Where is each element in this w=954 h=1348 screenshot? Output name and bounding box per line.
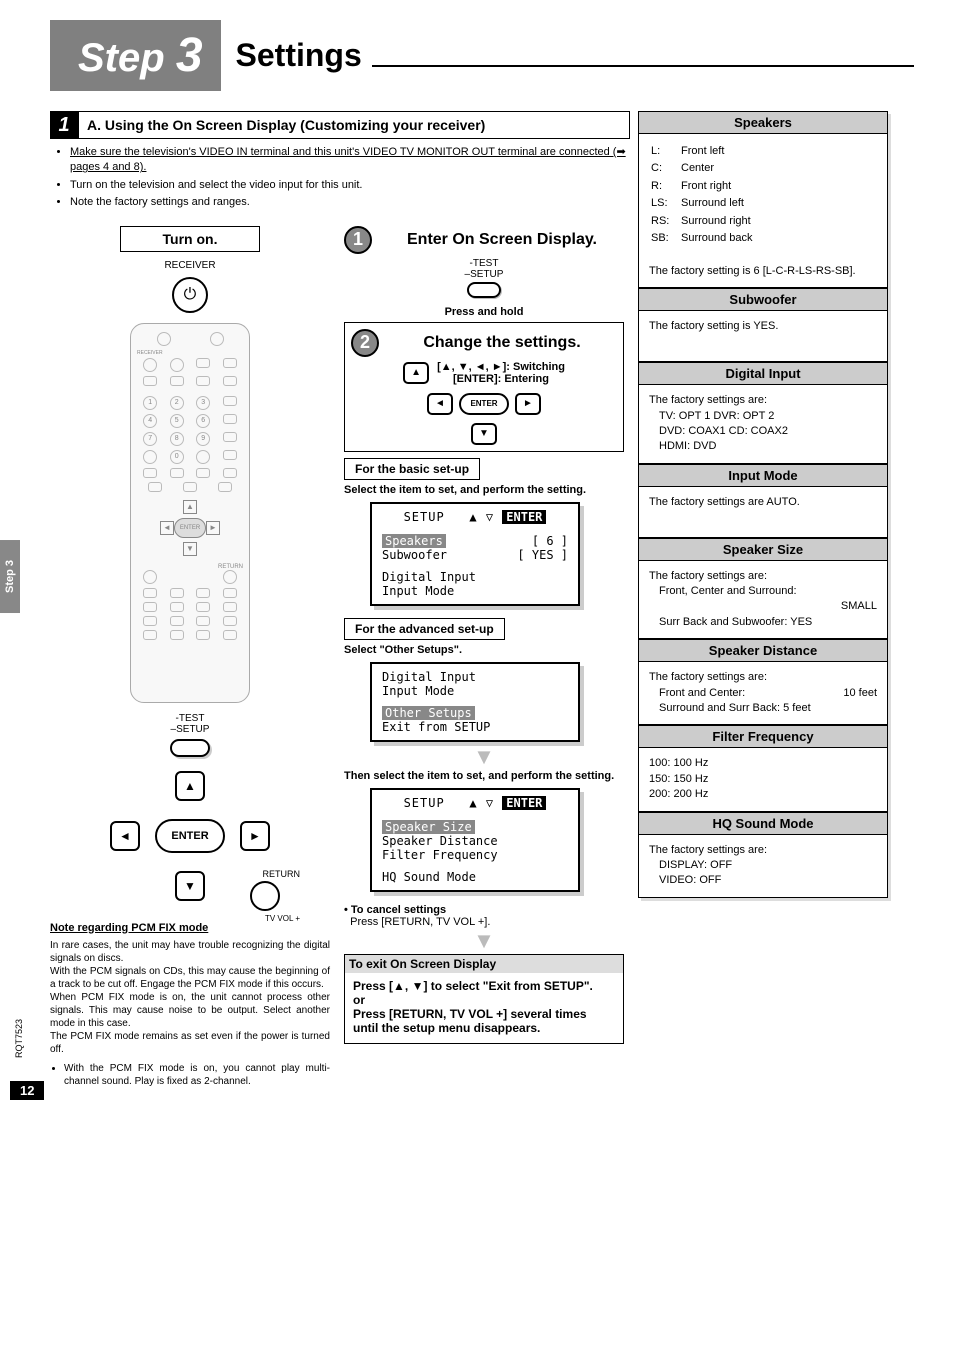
turn-on-label: Turn on. [120,226,260,252]
enter-osd-title: Enter On Screen Display. [380,231,624,249]
setup-menu-1: SETUP ▲ ▽ ENTER Speakers[ 6 ] Subwoofer[… [370,502,580,606]
up-arrow-icon: ▲ [175,771,205,801]
enter-button-icon: ENTER [155,819,225,853]
test-setup-label-2: -TEST–SETUP [344,258,624,280]
down-arrow-icon: ▼ [175,871,205,901]
step-1-badge: 1 [344,226,372,254]
advanced-instruction: Select "Other Setups". [344,644,624,656]
power-icon: ⏻ [172,277,208,313]
speaker-distance-box: Speaker Distance The factory settings ar… [638,639,888,725]
down-triangle-icon-2: ▼ [344,934,624,948]
step-2-box: 2 Change the settings. ▲ [▲, ▼, ◄, ►]: S… [344,322,624,452]
doc-code: RQT7523 [14,1019,24,1058]
speakers-box: Speakers L:Front left C:Center R:Front r… [638,111,888,288]
step-2-badge: 2 [351,329,379,357]
section-number: 1 [50,111,78,139]
right-column: Speakers L:Front left C:Center R:Front r… [638,111,888,1088]
section-notes: Make sure the television's VIDEO IN term… [50,145,630,211]
advanced-setup-title: For the advanced set-up [344,618,505,640]
filter-frequency-box: Filter Frequency 100: 100 Hz 150: 150 Hz… [638,725,888,811]
side-tab: Step 3 [0,540,20,613]
up-icon: ▲ [403,362,429,384]
basic-instruction: Select the item to set, and perform the … [344,484,624,496]
input-mode-box: Input Mode The factory settings are AUTO… [638,464,888,538]
return-button-icon [250,881,280,911]
subwoofer-box: Subwoofer The factory setting is YES. [638,288,888,362]
setup-menu-3: SETUP ▲ ▽ ENTER Speaker Size Speaker Dis… [370,788,580,892]
left-arrow-icon: ◄ [110,821,140,851]
enter-icon: ENTER [459,393,509,415]
press-hold-label: Press and hold [344,306,624,318]
down-triangle-icon: ▼ [344,750,624,764]
test-setup-label: -TEST –SETUP [50,713,330,735]
right-icon: ► [515,393,541,415]
middle-column: 1 Enter On Screen Display. -TEST–SETUP P… [344,226,624,1088]
pcm-note: Note regarding PCM FIX mode In rare case… [50,921,330,1088]
left-icon: ◄ [427,393,453,415]
small-pill-icon [467,282,501,298]
speaker-size-box: Speaker Size The factory settings are: F… [638,538,888,640]
page-header: Step 3 Settings [50,20,914,91]
page-number: 12 [10,1081,44,1100]
remote-illustration: RECEIVER 123 456 789 0 ▲▼◄► ENTER [130,323,250,703]
exit-box: To exit On Screen Display Press [▲, ▼] t… [344,954,624,1044]
setup-menu-2: Digital Input Input Mode Other Setups Ex… [370,662,580,742]
basic-setup-title: For the basic set-up [344,458,480,480]
cancel-note: • To cancel settings Press [RETURN, TV V… [344,904,624,928]
down-icon: ▼ [471,423,497,445]
then-instruction: Then select the item to set, and perform… [344,770,624,782]
left-column: Turn on. RECEIVER ⏻ RECEIVER 123 456 789… [50,226,330,1088]
step-badge: Step 3 [50,20,221,91]
page-title: Settings [236,37,362,74]
section-title: A. Using the On Screen Display (Customiz… [78,111,630,139]
right-arrow-icon: ► [240,821,270,851]
tvvol-label: TV VOL + [265,914,300,923]
dpad-illustration: ▲ ▼ ◄ ► ENTER RETURN TV VOL + [110,771,270,901]
setup-button-icon [170,739,210,757]
section-a-header: 1 A. Using the On Screen Display (Custom… [50,111,630,139]
receiver-label: RECEIVER [50,260,330,271]
hq-sound-box: HQ Sound Mode The factory settings are: … [638,812,888,898]
digital-input-box: Digital Input The factory settings are: … [638,362,888,464]
return-label: RETURN [263,869,301,879]
